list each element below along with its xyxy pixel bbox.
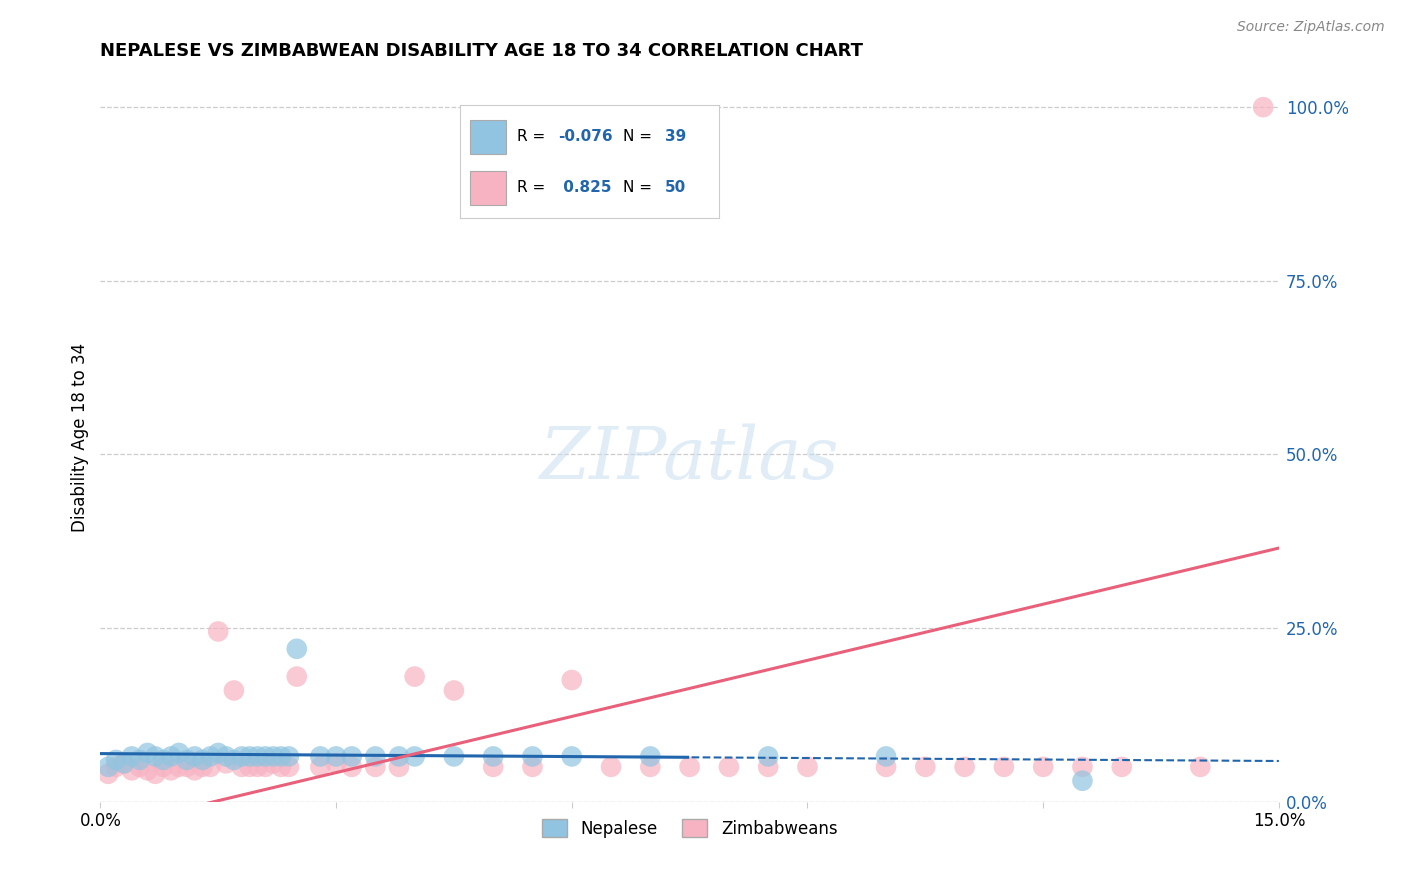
Point xyxy=(254,749,277,764)
Point xyxy=(121,764,143,778)
Point xyxy=(993,760,1015,774)
Point xyxy=(239,749,262,764)
Y-axis label: Disability Age 18 to 34: Disability Age 18 to 34 xyxy=(72,343,89,532)
Point xyxy=(285,641,308,656)
Point xyxy=(277,749,299,764)
Point xyxy=(482,749,505,764)
Text: ZIPatlas: ZIPatlas xyxy=(540,424,839,494)
Point xyxy=(561,673,583,687)
Point xyxy=(152,760,174,774)
Point xyxy=(207,746,229,760)
Point xyxy=(136,764,159,778)
Point xyxy=(1189,760,1212,774)
Point xyxy=(875,749,897,764)
Point xyxy=(717,760,740,774)
Point xyxy=(215,749,238,764)
Point xyxy=(561,749,583,764)
Point xyxy=(167,746,190,760)
Point xyxy=(246,760,269,774)
Point xyxy=(404,749,426,764)
Point xyxy=(143,749,166,764)
Point xyxy=(254,760,277,774)
Point xyxy=(796,760,818,774)
Point xyxy=(364,760,387,774)
Point xyxy=(388,749,411,764)
Point xyxy=(756,760,779,774)
Point xyxy=(128,760,150,774)
Point xyxy=(309,749,332,764)
Point xyxy=(1071,773,1094,788)
Point xyxy=(388,760,411,774)
Point xyxy=(160,764,183,778)
Point xyxy=(183,764,205,778)
Point xyxy=(121,749,143,764)
Point xyxy=(875,760,897,774)
Point xyxy=(443,749,465,764)
Point xyxy=(262,756,284,771)
Point xyxy=(443,683,465,698)
Point xyxy=(325,756,347,771)
Point xyxy=(1032,760,1054,774)
Point xyxy=(640,760,662,774)
Point xyxy=(222,753,245,767)
Point xyxy=(152,753,174,767)
Point xyxy=(340,760,363,774)
Point xyxy=(640,749,662,764)
Point xyxy=(239,760,262,774)
Point xyxy=(325,749,347,764)
Point xyxy=(112,756,135,771)
Point xyxy=(105,760,128,774)
Point xyxy=(522,749,544,764)
Point xyxy=(1071,760,1094,774)
Point xyxy=(136,746,159,760)
Point xyxy=(678,760,700,774)
Point xyxy=(262,749,284,764)
Point xyxy=(176,753,198,767)
Point xyxy=(522,760,544,774)
Point xyxy=(176,760,198,774)
Point xyxy=(183,749,205,764)
Point xyxy=(270,749,292,764)
Point xyxy=(200,749,222,764)
Point xyxy=(128,753,150,767)
Point xyxy=(143,766,166,780)
Point xyxy=(270,760,292,774)
Point xyxy=(97,760,120,774)
Point xyxy=(756,749,779,764)
Point xyxy=(600,760,623,774)
Point xyxy=(364,749,387,764)
Point xyxy=(191,760,214,774)
Point xyxy=(953,760,976,774)
Point xyxy=(200,760,222,774)
Point xyxy=(914,760,936,774)
Point xyxy=(482,760,505,774)
Point xyxy=(167,760,190,774)
Point xyxy=(404,669,426,683)
Point xyxy=(285,669,308,683)
Point xyxy=(246,749,269,764)
Point xyxy=(231,749,253,764)
Point xyxy=(207,624,229,639)
Point xyxy=(112,756,135,771)
Point xyxy=(191,753,214,767)
Point xyxy=(1251,100,1274,114)
Point xyxy=(231,760,253,774)
Point xyxy=(340,749,363,764)
Point xyxy=(160,749,183,764)
Text: Source: ZipAtlas.com: Source: ZipAtlas.com xyxy=(1237,20,1385,34)
Point xyxy=(215,756,238,771)
Point xyxy=(222,683,245,698)
Point xyxy=(97,766,120,780)
Point xyxy=(277,760,299,774)
Legend: Nepalese, Zimbabweans: Nepalese, Zimbabweans xyxy=(536,813,844,845)
Point xyxy=(309,760,332,774)
Point xyxy=(1111,760,1133,774)
Text: NEPALESE VS ZIMBABWEAN DISABILITY AGE 18 TO 34 CORRELATION CHART: NEPALESE VS ZIMBABWEAN DISABILITY AGE 18… xyxy=(100,42,863,60)
Point xyxy=(105,753,128,767)
